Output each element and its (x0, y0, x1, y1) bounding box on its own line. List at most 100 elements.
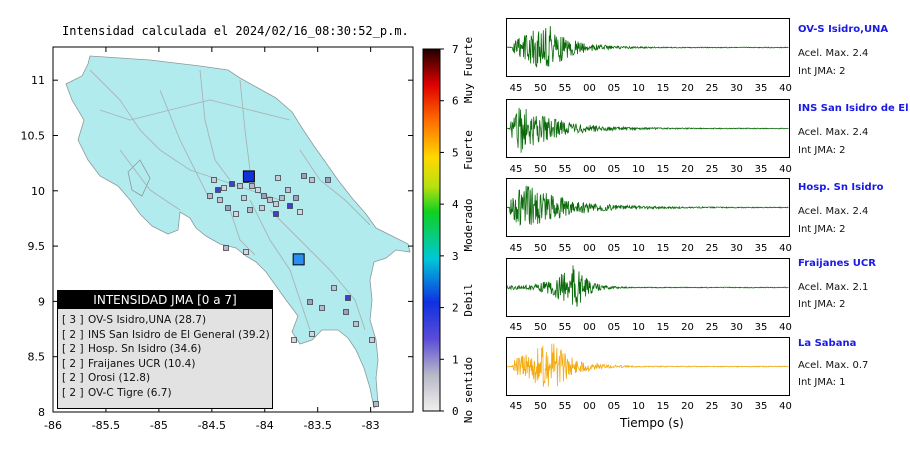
x-tick-label: -85 (150, 419, 168, 432)
waveform-tick-label: 20 (681, 401, 694, 412)
colorbar-tick-label: 0 (452, 405, 459, 418)
waveform-tick-label: 00 (583, 83, 596, 94)
waveform-tick-label: 40 (779, 243, 792, 254)
waveform-tick-label: 30 (730, 164, 743, 175)
station-marker (229, 181, 235, 187)
station-marker (291, 337, 297, 343)
waveform-x-ticks: 45 50 55 00 05 10 15 20 25 30 35 40 (506, 322, 792, 334)
waveform-panel-2 (506, 99, 790, 158)
colorbar-tick-label: 4 (452, 198, 459, 211)
station-marker (243, 249, 249, 255)
roads (89, 69, 371, 331)
waveform-tick-label: 05 (607, 243, 621, 254)
station-marker (247, 207, 253, 213)
waveform-trace (507, 107, 789, 153)
station-marker (261, 193, 267, 199)
station-name: OV-S Isidro,UNA (798, 24, 889, 35)
legend-title: INTENSIDAD JMA [0 a 7] (58, 291, 272, 309)
colorbar-category-label: Debil (462, 283, 475, 316)
station-acel: Acel. Max. 0.7 (798, 360, 869, 371)
waveform-tick-label: 15 (656, 401, 670, 412)
waveform-panel-4 (506, 258, 790, 317)
station-marker (325, 177, 331, 183)
waveform-tick-label: 55 (558, 83, 572, 94)
waveform-tick-label: 20 (681, 164, 694, 175)
station-marker (233, 211, 239, 217)
waveform-trace (507, 265, 789, 307)
waveform-tick-label: 45 (509, 322, 523, 333)
station-marker (207, 193, 213, 199)
waveform-tick-label: 50 (534, 243, 547, 254)
waveform-tick-label: 20 (681, 83, 694, 94)
x-tick-label: -83 (362, 419, 380, 432)
station-acel: Acel. Max. 2.4 (798, 127, 869, 138)
waveform-x-ticks: 45 50 55 00 05 10 15 20 25 30 35 40 (506, 401, 792, 413)
station-marker (273, 211, 279, 217)
waveform-tick-label: 35 (754, 83, 768, 94)
y-tick-label: 8.5 (28, 351, 46, 364)
station-marker (353, 321, 359, 327)
y-tick-label: 10.5 (21, 129, 46, 142)
max-intensity-marker (242, 170, 255, 183)
y-tick-label: 8 (38, 406, 45, 419)
station-acel: Acel. Max. 2.4 (798, 206, 869, 217)
station-marker (275, 175, 281, 181)
colorbar-category-label: Moderado (462, 199, 475, 252)
waveform-tick-label: 30 (730, 83, 743, 94)
map-title: Intensidad calculada el 2024/02/16_08:30… (62, 24, 409, 38)
waveform-x-ticks: 45 50 55 00 05 10 15 20 25 30 35 40 (506, 164, 792, 176)
colorbar-tick-label: 3 (452, 250, 459, 263)
station-marker (343, 309, 349, 315)
x-tick-label: -85.5 (92, 419, 120, 432)
waveform-tick-label: 10 (632, 401, 645, 412)
station-marker (345, 295, 351, 301)
waveform-tick-label: 40 (779, 164, 792, 175)
waveform-tick-label: 25 (705, 164, 719, 175)
station-int: Int JMA: 2 (798, 66, 846, 77)
station-marker (211, 177, 217, 183)
waveform-tick-label: 15 (656, 322, 670, 333)
legend-row: [ 2 ] OV-C Tigre (6.7) (62, 386, 172, 399)
station-int: Int JMA: 2 (798, 224, 846, 235)
waveform-tick-label: 40 (779, 83, 792, 94)
station-marker (309, 177, 315, 183)
waveform-panel-3 (506, 178, 790, 237)
waveform-tick-label: 00 (583, 322, 596, 333)
station-acel: Acel. Max. 2.1 (798, 282, 869, 293)
legend-row: [ 2 ] Orosi (12.8) (62, 372, 151, 384)
waveform-tick-label: 25 (705, 243, 719, 254)
station-name: Fraijanes UCR (798, 258, 876, 269)
station-marker (221, 185, 227, 191)
station-marker (223, 245, 229, 251)
waveform-tick-label: 30 (730, 401, 743, 412)
waveform-trace (507, 343, 789, 387)
legend-row: [ 3 ] OV-S Isidro,UNA (28.7) (62, 314, 207, 326)
station-int: Int JMA: 2 (798, 299, 846, 310)
waveform-tick-label: 50 (534, 322, 547, 333)
station-marker (293, 195, 299, 201)
waveform-tick-label: 55 (558, 401, 572, 412)
station-marker (287, 203, 293, 209)
station-marker (255, 187, 261, 193)
waveform-panel-5 (506, 337, 790, 396)
waveform-panel-1 (506, 18, 790, 77)
waveform-tick-label: 00 (583, 243, 596, 254)
colorbar-category-label: Fuerte (462, 130, 475, 170)
waveform-tick-label: 50 (534, 164, 547, 175)
waveform-tick-label: 25 (705, 83, 719, 94)
waveform-tick-label: 00 (583, 401, 596, 412)
legend-row: [ 2 ] Fraijanes UCR (10.4) (62, 357, 196, 370)
station-int: Int JMA: 2 (798, 145, 846, 156)
waveform-x-ticks: 45 50 55 00 05 10 15 20 25 30 35 40 (506, 243, 792, 255)
waveform-tick-label: 55 (558, 322, 572, 333)
station-marker (369, 337, 375, 343)
waveform-tick-label: 45 (509, 401, 523, 412)
waveform-tick-label: 15 (656, 243, 670, 254)
waveform-tick-label: 35 (754, 401, 768, 412)
waveform-tick-label: 35 (754, 164, 768, 175)
waveform-tick-label: 05 (607, 401, 621, 412)
waveform-tick-label: 10 (632, 243, 645, 254)
waveform-tick-label: 15 (656, 83, 670, 94)
waveform-tick-label: 30 (730, 243, 743, 254)
